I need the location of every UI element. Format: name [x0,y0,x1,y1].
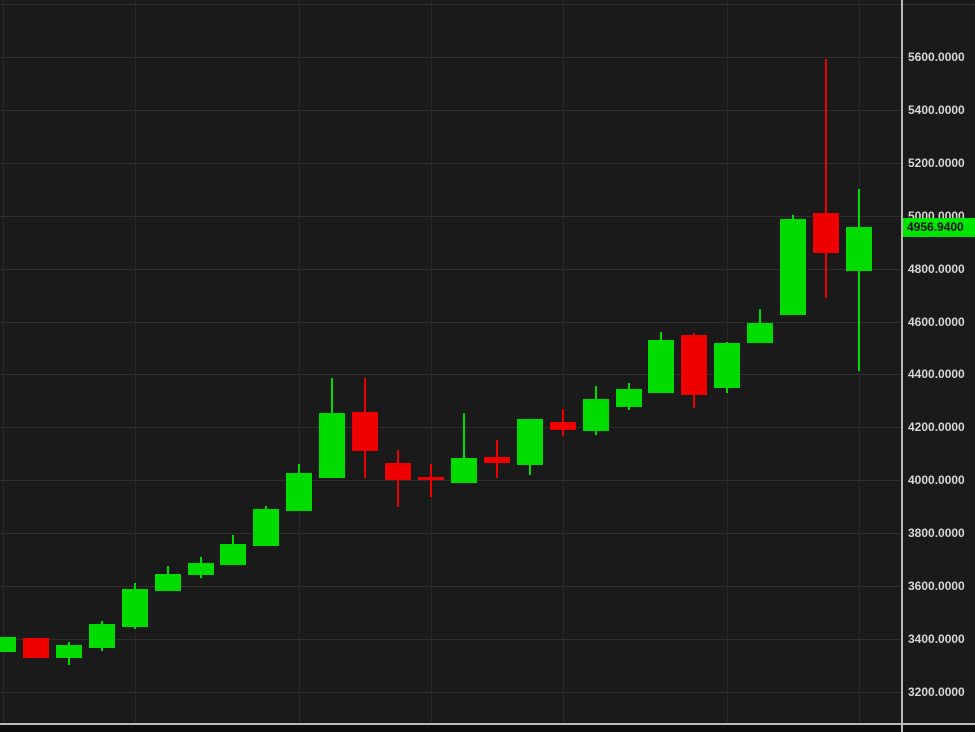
candle-wick [857,189,860,371]
price-tick-label: 5600.0000 [908,50,965,64]
candle-up [253,509,280,546]
time-axis-strip [0,725,975,732]
candle-down [385,462,411,480]
candle-wick [825,59,827,298]
h-gridline [0,374,901,376]
v-gridline [134,0,136,723]
candle-wick [462,413,465,483]
candle-up [319,413,346,478]
h-gridline [0,162,901,164]
candle-down [418,476,444,480]
chart-grid [0,0,901,723]
candle-up [220,543,247,565]
price-tick-label: 5200.0000 [908,155,965,170]
price-tick-label: 5400.0000 [908,102,965,117]
candle-up [0,636,16,652]
price-tick-label: 3600.0000 [908,579,965,593]
h-gridline [0,586,901,587]
candle-up [747,323,774,343]
candle-up [121,588,148,627]
candle-wick [430,463,432,497]
v-gridline [3,0,4,723]
h-gridline [0,533,901,535]
candle-up [714,342,741,388]
price-tick-label: 4800.0000 [908,261,965,276]
candle-up [88,623,115,648]
candle-down [352,412,379,451]
price-tick-label: 3200.0000 [908,684,965,699]
v-gridline [431,0,432,723]
price-tick-label: 3800.0000 [908,526,965,541]
h-gridline [0,57,901,58]
price-tick-label: 4600.0000 [908,314,965,329]
price-tick-label: 4400.0000 [908,367,965,382]
time-axis-border [0,723,975,725]
candle-down [813,213,839,253]
h-gridline [0,109,901,111]
v-gridline [562,0,564,723]
h-gridline [0,215,901,217]
candle-up [582,399,609,431]
candle-down [549,422,576,430]
candle-up [55,645,82,658]
h-gridline [0,268,901,270]
axis-top-hairline [903,4,975,5]
h-gridline [0,321,901,323]
v-gridline [299,0,301,723]
candle-up [450,457,477,483]
candle-up [187,563,214,575]
h-gridline [0,480,901,482]
candle-up [845,227,872,271]
candles-layer [0,59,872,666]
candlestick-chart[interactable] [0,0,901,723]
price-tick-label: 4000.0000 [908,473,965,488]
h-gridline [0,638,901,640]
candle-up [516,418,543,465]
candle-down [483,456,510,463]
last-price-label: 4956.9400 [903,217,975,237]
h-gridline [0,427,901,429]
candle-up [154,573,181,591]
price-axis-border [901,0,903,732]
price-axis[interactable]: 4956.9400 5600.0000 5400.0000 5200.0000 500… [903,0,975,723]
candle-up [286,472,313,511]
candle-up [615,388,642,407]
h-gridline [0,691,901,693]
price-tick-label: 4200.0000 [908,420,965,435]
candle-down [681,335,708,395]
h-gridline [0,4,901,6]
candle-up [780,218,807,315]
candle-up [648,340,675,393]
price-tick-label: 3400.0000 [908,631,965,646]
candle-down [22,637,49,658]
